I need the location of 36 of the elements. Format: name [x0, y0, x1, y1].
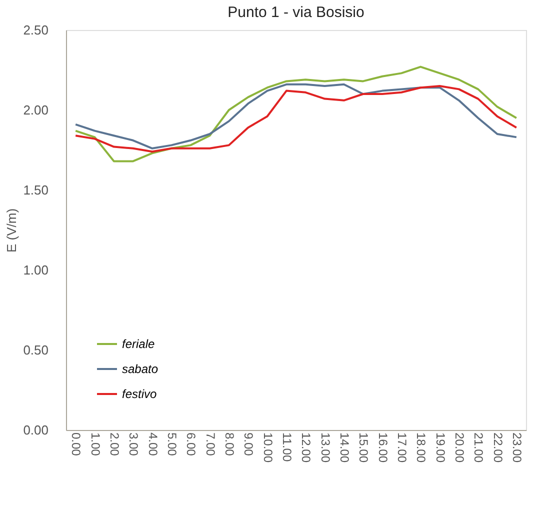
x-tick-label: 17.00 — [394, 432, 409, 463]
chart-title: Punto 1 - via Bosisio — [228, 4, 364, 21]
x-tick-label: 8.00 — [222, 432, 236, 456]
x-tick-label: 14.00 — [337, 432, 352, 463]
x-tick-label: 19.00 — [433, 432, 448, 463]
x-tick-label: 7.00 — [203, 432, 218, 456]
y-tick-label: 0.00 — [23, 422, 48, 438]
x-tick-label: 5.00 — [164, 432, 179, 456]
y-tick-label: 1.00 — [23, 262, 48, 278]
x-tick-label: 11.00 — [280, 432, 294, 462]
x-tick-label: 2.00 — [107, 432, 122, 456]
x-tick-label: 12.00 — [299, 432, 314, 463]
x-tick-label: 16.00 — [376, 432, 390, 463]
legend-label: festivo — [122, 387, 158, 401]
x-tick-label: 22.00 — [490, 432, 505, 463]
legend-label: sabato — [122, 362, 158, 376]
x-tick-label: 10.00 — [260, 432, 275, 463]
line-series — [74, 66, 518, 162]
x-tick-label: 9.00 — [242, 432, 256, 456]
y-axis-title: E (V/m) — [4, 208, 20, 253]
y-tick-label: 2.50 — [23, 22, 48, 38]
x-tick-label: 6.00 — [184, 432, 198, 456]
x-tick-label: 18.00 — [414, 432, 428, 463]
x-tick-label: 0.00 — [69, 432, 84, 456]
x-tick-label: 1.00 — [88, 432, 102, 456]
x-tick-label: 21.00 — [472, 432, 486, 463]
x-tick-label: 15.00 — [356, 432, 371, 463]
y-tick-label: 2.00 — [23, 102, 48, 118]
y-tick-label: 0.50 — [23, 342, 48, 358]
x-tick-label: 13.00 — [318, 432, 332, 463]
x-tick-label: 20.00 — [452, 432, 466, 463]
x-tick-label: 3.00 — [126, 432, 141, 456]
y-tick-label: 1.50 — [23, 182, 48, 198]
legend-label: feriale — [122, 337, 156, 351]
x-tick-label: 4.00 — [146, 432, 160, 456]
x-tick-label: 23.00 — [510, 432, 524, 463]
